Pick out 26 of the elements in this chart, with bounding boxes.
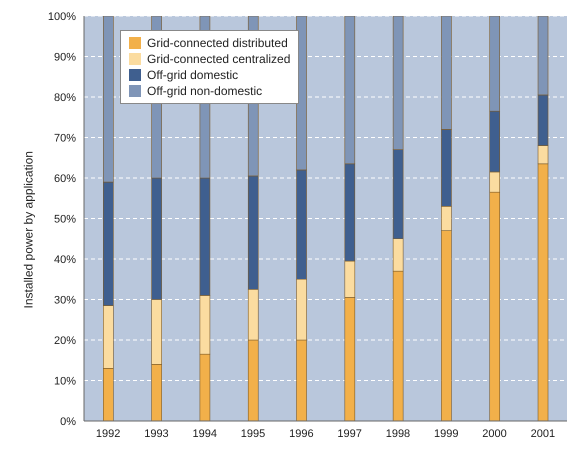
legend-label: Grid-connected centralized bbox=[147, 51, 290, 67]
x-tick-label: 2001 bbox=[530, 428, 556, 440]
y-axis-title: Installed power by application bbox=[21, 151, 36, 308]
y-tick-label: 20% bbox=[54, 334, 76, 347]
x-tick-label: 1992 bbox=[96, 428, 120, 440]
x-tick-label: 1997 bbox=[337, 428, 362, 440]
y-tick-label: 90% bbox=[54, 51, 76, 64]
y-tick-label: 70% bbox=[54, 132, 76, 144]
x-tick-label: 1993 bbox=[144, 428, 169, 440]
y-tick-label: 10% bbox=[54, 375, 76, 388]
y-tick-label: 40% bbox=[54, 254, 76, 266]
x-tick-label: 1996 bbox=[289, 428, 314, 440]
x-tick-label: 1999 bbox=[434, 428, 458, 440]
x-tick-label: 1994 bbox=[192, 428, 217, 440]
y-tick-label: 30% bbox=[54, 294, 76, 306]
y-tick-label: 80% bbox=[54, 92, 76, 104]
legend-label: Grid-connected distributed bbox=[147, 35, 288, 51]
x-tick-label: 1998 bbox=[386, 428, 410, 440]
legend-label: Off-grid non-domestic bbox=[147, 83, 262, 99]
x-tick-label: 1995 bbox=[240, 428, 266, 440]
y-tick-label: 100% bbox=[48, 10, 76, 23]
y-tick-label: 60% bbox=[54, 172, 76, 185]
legend-label: Off-grid domestic bbox=[147, 67, 238, 83]
y-tick-label: 0% bbox=[60, 416, 76, 428]
y-tick-label: 50% bbox=[54, 213, 76, 226]
x-tick-label: 2000 bbox=[482, 428, 507, 440]
